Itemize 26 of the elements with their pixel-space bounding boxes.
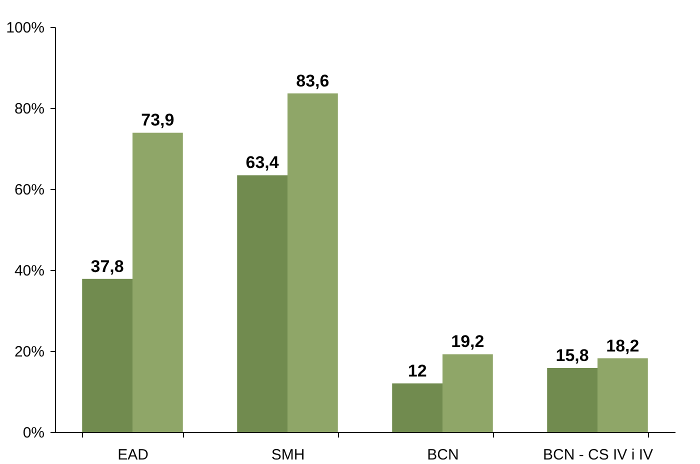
- bar: [547, 368, 598, 432]
- bar: [392, 383, 442, 432]
- text: 12: [408, 361, 427, 380]
- bar: [237, 175, 288, 432]
- x-tick-label: BCN: [427, 446, 459, 464]
- y-tick-label: 100%: [6, 20, 44, 36]
- y-tick-label: 60%: [14, 182, 44, 198]
- text: 63,4: [246, 153, 279, 172]
- text: 18,2: [606, 336, 640, 356]
- bar: [598, 358, 648, 432]
- text: 15,8: [556, 346, 589, 366]
- text: 19,2: [451, 332, 484, 352]
- bar: [442, 354, 493, 432]
- text: 83,6: [296, 71, 330, 90]
- bar: [82, 278, 132, 432]
- y-tick-label: 80%: [14, 100, 44, 118]
- y-tick-label: 20%: [14, 344, 44, 360]
- x-tick-label: BCN - CS IV i IV: [542, 446, 654, 464]
- bar: [132, 132, 183, 432]
- x-tick-label: SMH: [271, 446, 305, 464]
- text: 37,8: [90, 256, 124, 276]
- text: 73,9: [141, 110, 174, 130]
- y-tick-label: 40%: [14, 262, 44, 280]
- x-tick-label: EAD: [118, 446, 149, 464]
- y-tick-label: 0%: [22, 424, 44, 442]
- bar: [288, 93, 338, 432]
